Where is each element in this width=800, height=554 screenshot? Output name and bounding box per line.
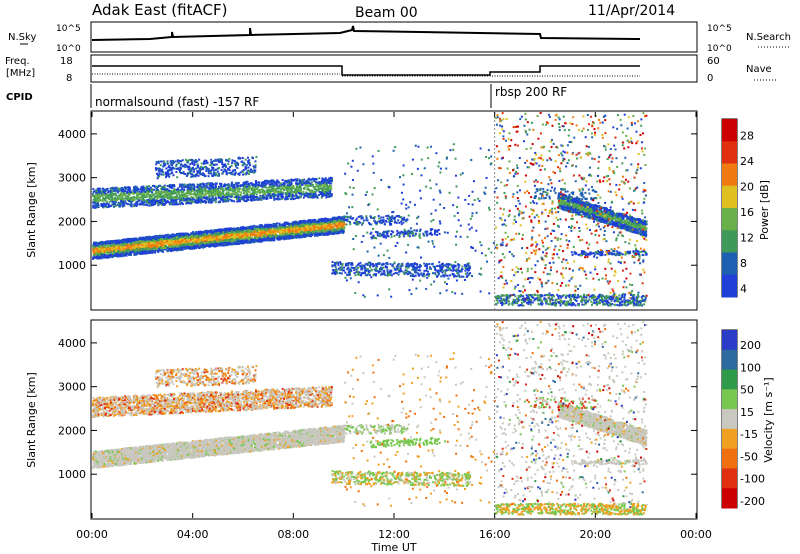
velocity-colorbar-label: Velocity [m s⁻¹] [762, 377, 775, 462]
velocity-panel: Slant Range [km] 1000 2000 3000 4000 200 100… [25, 320, 775, 519]
velocity-cbar-tick: 200 [740, 339, 761, 352]
power-heatmap [92, 112, 648, 309]
nave-tick-bottom: 0 [707, 73, 713, 84]
xtick-label: 04:00 [177, 528, 209, 541]
ytick-label: 3000 [58, 172, 86, 185]
noise-left-tick-bottom: 10^0 [56, 44, 81, 54]
xtick-label: 12:00 [378, 528, 410, 541]
velocity-ylabel: Slant Range [km] [25, 372, 38, 468]
velocity-cbar-tick: -50 [740, 450, 758, 463]
velocity-cbar-tick: -15 [740, 428, 758, 441]
velocity-heatmap [92, 321, 648, 518]
freq-tick-bottom: 8 [66, 73, 72, 84]
nave-tick-top: 60 [707, 56, 720, 67]
noise-right-tick-bottom: 10^0 [707, 44, 732, 54]
freq-tick-top: 18 [60, 56, 73, 67]
ytick-label: 4000 [58, 128, 86, 141]
cpid-mode-1: normalsound (fast) -157 RF [95, 95, 259, 109]
xtick-label: 00:00 [680, 528, 712, 541]
power-ylabel: Slant Range [km] [25, 162, 38, 258]
noise-panel: N.Sky 10^5 10^0 10^5 10^0 N.Search [8, 22, 791, 54]
date-title: 11/Apr/2014 [588, 3, 675, 19]
noise-right-label: N.Search [746, 32, 791, 43]
xtick-label: 16:00 [479, 528, 511, 541]
freq-trace [92, 66, 640, 75]
cpid-mode-2: rbsp 200 RF [495, 85, 567, 99]
power-cbar-tick: 16 [740, 206, 754, 219]
beam-title: Beam 00 [355, 5, 418, 21]
power-cbar-tick: 12 [740, 231, 754, 244]
power-cbar-tick: 8 [740, 257, 747, 270]
ytick-label: 2000 [58, 215, 86, 228]
xtick-label: 08:00 [277, 528, 309, 541]
noise-left-label: N.Sky [8, 32, 36, 43]
ytick-label: 4000 [58, 337, 86, 350]
freq-frame [91, 55, 697, 82]
xtick-label: 20:00 [579, 528, 611, 541]
radar-summary-plot: Adak East (fitACF) Beam 00 11/Apr/2014 N… [0, 0, 800, 554]
power-cbar-tick: 20 [740, 181, 754, 194]
frequency-panel: Freq. [MHz] 18 8 60 0 Nave [5, 55, 778, 84]
power-cbar-tick: 24 [740, 155, 754, 168]
velocity-colorbar-fill: 200 100 50 15 -15 -50 -100 -200 [722, 330, 765, 509]
ytick-label: 1000 [58, 468, 86, 481]
freq-label-1: Freq. [5, 56, 30, 67]
power-panel: Slant Range [km] 1000 2000 3000 4000 4 8 12 16… [25, 111, 771, 310]
power-colorbar-fill: 4 8 12 16 20 24 28 [722, 119, 754, 298]
ytick-label: 2000 [58, 424, 86, 437]
station-title: Adak East (fitACF) [92, 1, 227, 19]
cpid-label: CPID [6, 92, 33, 103]
noise-left-tick-top: 10^5 [56, 24, 81, 34]
freq-label-2: [MHz] [6, 68, 35, 79]
x-axis-label: Time UT [370, 541, 416, 554]
velocity-cbar-tick: -100 [740, 473, 765, 486]
noise-right-tick-top: 10^5 [707, 24, 732, 34]
velocity-cbar-tick: 100 [740, 361, 761, 374]
noise-trace [92, 26, 640, 40]
velocity-cbar-tick: 15 [740, 406, 754, 419]
velocity-cbar-tick: 50 [740, 384, 754, 397]
power-colorbar-label: Power [dB] [758, 180, 771, 240]
velocity-cbar-tick: -200 [740, 495, 765, 508]
ytick-label: 1000 [58, 259, 86, 272]
ytick-label: 3000 [58, 381, 86, 394]
xtick-label: 00:00 [76, 528, 108, 541]
power-cbar-tick: 4 [740, 282, 747, 295]
power-cbar-tick: 28 [740, 130, 754, 143]
nave-label: Nave [746, 64, 772, 75]
